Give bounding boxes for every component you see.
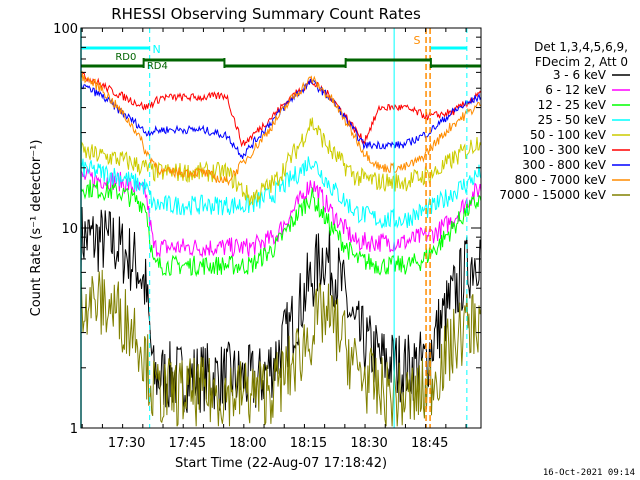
y-tick-label: 100 (53, 22, 78, 37)
generation-timestamp: 16-Oct-2021 09:14 (543, 468, 635, 478)
x-tick-label: 17:45 (169, 436, 206, 451)
series-line-2 (80, 168, 482, 259)
y-axis-label-text: Count Rate (s⁻¹ detector⁻¹) (29, 140, 44, 317)
legend-header-line-1: Det 1,3,4,5,6,9, (534, 40, 628, 54)
x-tick-label: 18:30 (350, 436, 387, 451)
legend: Det 1,3,4,5,6,9, FDecim 2, Att 0 3 - 6 k… (499, 40, 630, 202)
series-line-1 (80, 206, 482, 413)
legend-header-line-2: FDecim 2, Att 0 (535, 55, 628, 69)
decimation-label-rd0: RD0 (115, 52, 136, 63)
y-tick-label: 10 (61, 222, 78, 237)
series-line-3 (80, 179, 482, 278)
legend-entry-label: 7000 - 15000 keV (499, 188, 606, 202)
legend-entry-label: 50 - 100 keV (530, 128, 607, 142)
series-line-8 (81, 70, 482, 187)
x-axis: 17:30 17:45 18:00 18:15 18:30 18:45 (81, 28, 467, 451)
legend-entry-label: 100 - 300 keV (522, 143, 606, 157)
legend-entry-label: 300 - 800 keV (522, 158, 606, 172)
series-line-4 (80, 156, 482, 229)
y-tick-label: 1 (70, 422, 78, 437)
x-axis-label: Start Time (22-Aug-07 17:18:42) (175, 456, 387, 471)
decimation-label-rd4: RD4 (147, 61, 168, 72)
series-line-7 (80, 78, 482, 159)
y-axis: 1 10 100 (53, 22, 481, 437)
night-label: N (153, 43, 161, 56)
saa-label: S (414, 34, 421, 47)
legend-entry-label: 6 - 12 keV (545, 83, 607, 97)
x-tick-label: 17:30 (108, 436, 145, 451)
series-line-5 (80, 117, 482, 206)
legend-entry-label: 3 - 6 keV (553, 68, 607, 82)
x-tick-label: 18:00 (229, 436, 266, 451)
series-line-6 (80, 71, 482, 148)
legend-entry-label: 25 - 50 keV (538, 113, 607, 127)
series-layer (80, 70, 482, 427)
x-tick-label: 18:15 (290, 436, 327, 451)
series-line-9 (80, 267, 482, 427)
chart-title: RHESSI Observing Summary Count Rates (111, 5, 421, 23)
legend-entry-label: 12 - 25 keV (538, 98, 607, 112)
x-tick-label: 18:45 (411, 436, 448, 451)
legend-entry-label: 800 - 7000 keV (515, 173, 607, 187)
y-axis-label: Count Rate (s⁻¹ detector⁻¹) (29, 140, 44, 317)
